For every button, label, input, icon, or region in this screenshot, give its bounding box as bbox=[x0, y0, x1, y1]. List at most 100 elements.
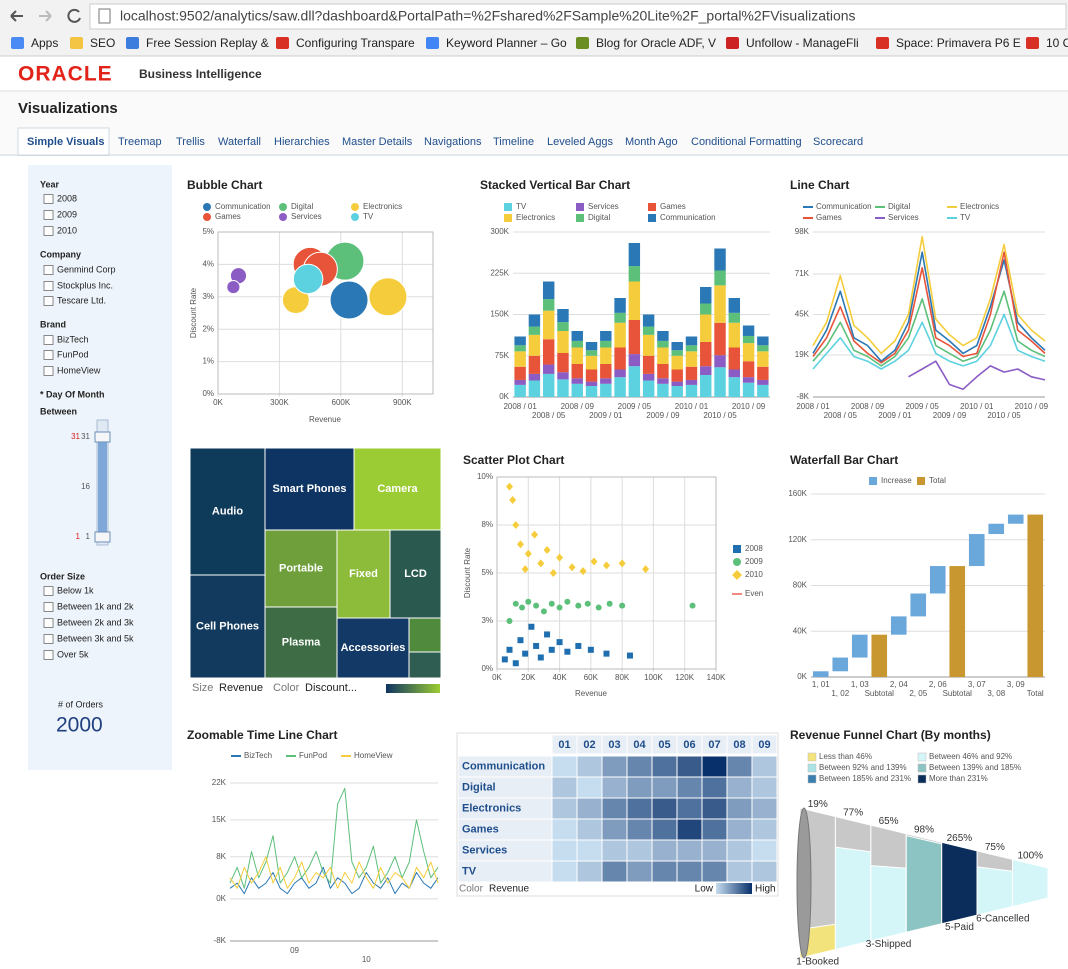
tab[interactable]: Hierarchies bbox=[274, 136, 330, 148]
bar-segment bbox=[600, 331, 612, 341]
bar-segment bbox=[700, 287, 712, 304]
filter-option: 2010 bbox=[57, 225, 77, 235]
filter-label: Order Size bbox=[40, 571, 85, 581]
bookmark[interactable]: Keyword Planner – Go bbox=[446, 36, 567, 50]
treemap-label: Smart Phones bbox=[273, 483, 347, 495]
legend-label: Between 139% and 185% bbox=[929, 763, 1021, 772]
tab[interactable]: Scorecard bbox=[813, 136, 863, 148]
treemap-cell[interactable] bbox=[389, 529, 442, 619]
bookmark[interactable]: Configuring Transpare bbox=[296, 36, 415, 50]
checkbox[interactable] bbox=[43, 281, 54, 291]
filter-option: Tescare Ltd. bbox=[57, 295, 106, 305]
heat-cell bbox=[601, 839, 628, 862]
filter-option: Between 2k and 3k bbox=[57, 617, 134, 627]
tab[interactable]: Navigations bbox=[424, 136, 482, 148]
slider-handle[interactable] bbox=[94, 531, 111, 543]
treemap-cell[interactable] bbox=[264, 606, 338, 679]
checkbox[interactable] bbox=[43, 210, 54, 220]
heat-cell bbox=[751, 776, 778, 799]
treemap-cell[interactable] bbox=[189, 447, 266, 576]
point bbox=[564, 598, 571, 605]
treemap-cell[interactable] bbox=[264, 447, 355, 531]
legend-label: Discount... bbox=[305, 682, 357, 694]
tab[interactable]: Trellis bbox=[176, 136, 205, 148]
bookmark[interactable]: 10 C bbox=[1046, 36, 1068, 50]
legend-swatch bbox=[351, 203, 359, 211]
heat-cell bbox=[676, 860, 703, 883]
heat-cell bbox=[676, 776, 703, 799]
legend-label: Electronics bbox=[363, 202, 402, 211]
tab[interactable]: Master Details bbox=[342, 136, 413, 148]
checkbox[interactable] bbox=[43, 265, 54, 275]
tab[interactable]: Conditional Formatting bbox=[691, 136, 802, 148]
tab[interactable]: Month Ago bbox=[625, 136, 678, 148]
x-tick-label: 2009 / 09 bbox=[646, 411, 680, 420]
bar-segment bbox=[600, 340, 612, 348]
y-tick-label: 5% bbox=[481, 568, 493, 577]
plot-frame bbox=[496, 476, 717, 670]
legend-swatch bbox=[504, 214, 512, 222]
bookmark[interactable]: Free Session Replay & bbox=[146, 36, 269, 50]
chart-title: Stacked Vertical Bar Chart bbox=[480, 178, 630, 192]
checkbox[interactable] bbox=[43, 296, 54, 306]
bar-segment bbox=[671, 342, 683, 351]
bar-segment bbox=[685, 336, 698, 346]
checkbox[interactable] bbox=[43, 618, 54, 628]
slider-handle[interactable] bbox=[94, 431, 111, 443]
y-tick-label: -8K bbox=[797, 392, 810, 401]
bookmark[interactable]: Blog for Oracle ADF, V bbox=[596, 36, 716, 50]
checkbox[interactable] bbox=[43, 650, 54, 660]
plot-frame bbox=[217, 231, 434, 395]
bookmark[interactable]: Apps bbox=[31, 36, 58, 50]
legend-label: HomeView bbox=[354, 751, 393, 760]
x-tick-label: 0K bbox=[213, 398, 223, 407]
bookmark[interactable]: Unfollow - ManageFli bbox=[746, 36, 859, 50]
checkbox[interactable] bbox=[43, 634, 54, 644]
checkbox[interactable] bbox=[43, 586, 54, 596]
x-tick-label: 100K bbox=[644, 673, 663, 682]
treemap-cell[interactable] bbox=[336, 617, 410, 679]
tab[interactable]: Simple Visuals bbox=[27, 136, 104, 148]
back-button[interactable] bbox=[10, 10, 23, 22]
filter-label: * Day Of Month bbox=[40, 389, 105, 399]
url: localhost:9502/analytics/saw.dll?dashboa… bbox=[120, 8, 856, 24]
reload-button[interactable] bbox=[67, 8, 81, 23]
address-bar[interactable] bbox=[89, 3, 1067, 30]
y-tick-label: 0% bbox=[202, 389, 214, 398]
point bbox=[512, 660, 519, 667]
checkbox[interactable] bbox=[43, 350, 54, 360]
heat-cell bbox=[626, 755, 653, 778]
bar-segment bbox=[700, 303, 712, 315]
checkbox[interactable] bbox=[43, 226, 54, 236]
x-tick-label: 2009 / 05 bbox=[905, 402, 939, 411]
bar-segment bbox=[585, 342, 598, 351]
forward-button[interactable] bbox=[39, 10, 52, 22]
checkbox[interactable] bbox=[43, 335, 54, 345]
checkbox[interactable] bbox=[43, 194, 54, 204]
bar-segment bbox=[657, 347, 669, 364]
funnel-mouth bbox=[796, 807, 812, 959]
bar-segment bbox=[585, 369, 598, 382]
legend-swatch bbox=[917, 477, 925, 485]
y-tick-label: 1% bbox=[202, 357, 214, 366]
funnel-stage bbox=[870, 865, 907, 942]
page-title: Visualizations bbox=[18, 100, 118, 117]
tab[interactable]: Waterfall bbox=[218, 136, 261, 148]
bar-segment bbox=[671, 369, 683, 382]
bookmark[interactable]: Space: Primavera P6 E bbox=[896, 36, 1021, 50]
filter-label: Brand bbox=[40, 319, 66, 329]
y-tick-label: 150K bbox=[490, 310, 509, 319]
bar-segment bbox=[642, 355, 655, 374]
heat-cell bbox=[651, 776, 678, 799]
bookmark[interactable]: SEO bbox=[90, 36, 115, 50]
legend-swatch bbox=[807, 774, 817, 784]
tab[interactable]: Treemap bbox=[118, 136, 162, 148]
checkbox[interactable] bbox=[43, 366, 54, 376]
tab[interactable]: Timeline bbox=[493, 136, 534, 148]
bookmark-icon bbox=[276, 37, 289, 49]
legend-label: TV bbox=[960, 213, 971, 222]
x-tick-label: 2008 / 01 bbox=[503, 402, 537, 411]
tab[interactable]: Leveled Aggs bbox=[547, 136, 614, 148]
treemap-cell[interactable] bbox=[264, 529, 338, 608]
checkbox[interactable] bbox=[43, 602, 54, 612]
